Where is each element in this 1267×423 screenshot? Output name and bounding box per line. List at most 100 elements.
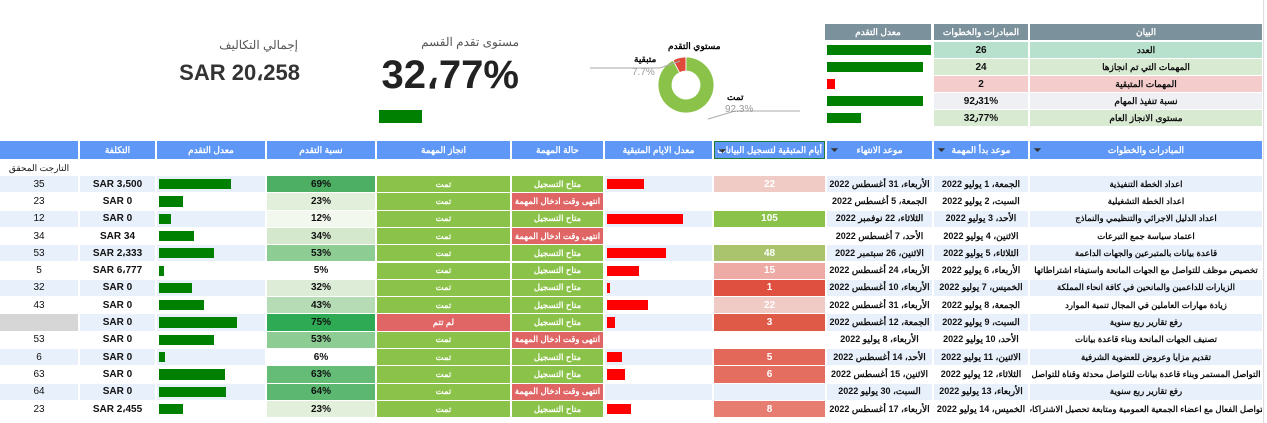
progress-bar [159,386,226,397]
column-header[interactable]: التكلفة [80,141,155,159]
remaining-days: 22 [714,297,825,314]
progress-percent: 53% [267,331,375,348]
progress-rate [157,297,265,314]
remaining-days-rate [605,349,712,366]
target-achieved: 64 [0,383,78,400]
remaining-days: 8 [714,400,825,418]
cost: SAR 0 [80,366,155,383]
task-completion: تمت [377,193,510,210]
initiative-name: رفع تقارير ربع سنوية [1030,314,1262,331]
start-date: الأحد، 10 يوليو 2022 [934,331,1028,348]
summary-header: معدل التقدم [825,24,931,40]
department-progress-value: 32،77% [381,53,519,97]
column-header[interactable]: معدل الايام المتبقية [605,141,712,159]
progress-rate [157,279,265,297]
end-date: الأربعاء، 31 أغسطس 2022 [827,176,932,193]
donut-slice-done [657,56,715,114]
summary-value: 26 [934,42,1028,58]
summary-label: مستوى الانجاز العام [1030,110,1262,126]
column-header[interactable]: أيام المتبقية لتسجيل البيانات ⏷ [714,141,825,159]
progress-rate [157,193,265,210]
progress-rate [157,314,265,331]
start-date: الأربعاء، 13 يوليو 2022 [934,383,1028,400]
remaining-days-rate [605,193,712,210]
header-blank [0,141,78,159]
remaining-days-bar [607,352,622,363]
progress-bar [159,265,165,276]
remaining-days-rate [605,279,712,297]
summary-progress-cell [825,76,931,92]
remaining-days [714,331,825,348]
progress-bar [159,230,195,242]
progress-percent: 75% [267,314,375,331]
leader-line-done [707,110,800,120]
task-status-badge: متاح التسجيل [512,314,603,331]
cost: SAR 0 [80,193,155,210]
end-date: الأربعاء، 8 يوليو 2022 [827,331,932,348]
remaining-days-bar [607,403,632,415]
summary-progress-bar [827,96,923,106]
progress-percent: 53% [267,245,375,262]
cost: SAR 2،333 [80,245,155,262]
progress-rate [157,331,265,348]
task-completion: تمت [377,245,510,262]
summary-header: المبادرات والخطوات [934,24,1028,40]
summary-progress-bar [827,62,923,72]
summary-value: 2 [934,76,1028,92]
cost: SAR 2،455 [80,400,155,418]
column-header[interactable]: حالة المهمة [512,141,603,159]
target-achieved: 63 [0,366,78,383]
target-achieved: 32 [0,279,78,297]
initiative-name: زيادة مهارات العاملين في المجال تنمية ال… [1030,297,1262,314]
progress-percent: 23% [267,193,375,210]
department-progress-label: مستوى تقدم القسم [421,35,519,49]
progress-percent: 43% [267,297,375,314]
end-date: الأربعاء، 24 أغسطس 2022 [827,262,932,279]
initiative-name: تقديم مزايا وعروض للعضوية الشرفية [1030,349,1262,366]
progress-bar [159,352,166,363]
filter-icon[interactable]: ⏷ [1034,145,1042,155]
remaining-days: 15 [714,262,825,279]
start-date: السبت، 2 يوليو 2022 [934,193,1028,210]
end-date: الأحد، 7 أغسطس 2022 [827,227,932,245]
filter-icon[interactable]: ⏷ [719,146,727,156]
cost: SAR 0 [80,331,155,348]
task-status-badge: متاح التسجيل [512,400,603,418]
task-status-badge: متاح التسجيل [512,349,603,366]
filter-icon[interactable]: ⏷ [938,145,946,155]
target-achieved: 23 [0,400,78,418]
column-header[interactable]: موعد بدأ المهمة ⏷ [934,141,1028,159]
start-date: الثلاثاء، 5 يوليو 2022 [934,245,1028,262]
leader-line-remaining [590,60,681,69]
initiative-name: الزيارات للداعمين والمانحين في كافة انحا… [1030,279,1262,297]
progress-percent: 63% [267,366,375,383]
end-date: الثلاثاء، 22 نوفمبر 2022 [827,210,932,227]
summary-label: المهمات المتبقية [1030,76,1262,92]
target-achieved: 53 [0,331,78,348]
remaining-days: 22 [714,176,825,193]
remaining-days-rate [605,297,712,314]
progress-bar [159,317,237,328]
task-status-badge: انتهى وقت ادخال المهمة [512,331,603,348]
column-header[interactable]: معدل التقدم [157,141,265,159]
total-cost-value: SAR 20،258 [179,60,300,85]
remaining-days-bar [607,282,611,294]
progress-percent: 12% [267,210,375,227]
column-header[interactable]: نسبة التقدم [267,141,375,159]
start-date: الجمعة، 1 يوليو 2022 [934,176,1028,193]
task-status-badge: متاح التسجيل [512,262,603,279]
summary-progress-bar [827,79,836,89]
remaining-days-rate [605,366,712,383]
progress-rate [157,227,265,245]
filter-icon[interactable]: ⏷ [831,145,839,155]
summary-header: البيان [1030,24,1262,40]
initiative-name: التواصل المستمر وبناء قاعدة بيانات للتوا… [1030,366,1262,383]
column-header[interactable]: موعد الانتهاء ⏷ [827,141,932,159]
department-progress-bar [379,110,422,123]
column-header[interactable]: المبادرات والخطوات ⏷ [1030,141,1262,159]
target-achieved: 23 [0,193,78,210]
column-header[interactable]: انجاز المهمة [377,141,510,159]
remaining-days: 48 [714,245,825,262]
task-status-badge: متاح التسجيل [512,210,603,227]
task-status-badge: متاح التسجيل [512,366,603,383]
